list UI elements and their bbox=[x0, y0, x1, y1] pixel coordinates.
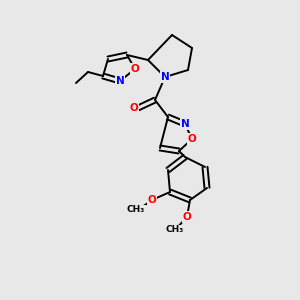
Text: CH₃: CH₃ bbox=[127, 206, 145, 214]
Text: O: O bbox=[148, 195, 156, 205]
Text: N: N bbox=[160, 72, 169, 82]
Text: O: O bbox=[130, 64, 140, 74]
Text: O: O bbox=[130, 103, 138, 113]
Text: N: N bbox=[116, 76, 124, 86]
Text: CH₃: CH₃ bbox=[166, 226, 184, 235]
Text: N: N bbox=[181, 119, 189, 129]
Text: O: O bbox=[183, 212, 191, 222]
Text: O: O bbox=[188, 134, 196, 144]
